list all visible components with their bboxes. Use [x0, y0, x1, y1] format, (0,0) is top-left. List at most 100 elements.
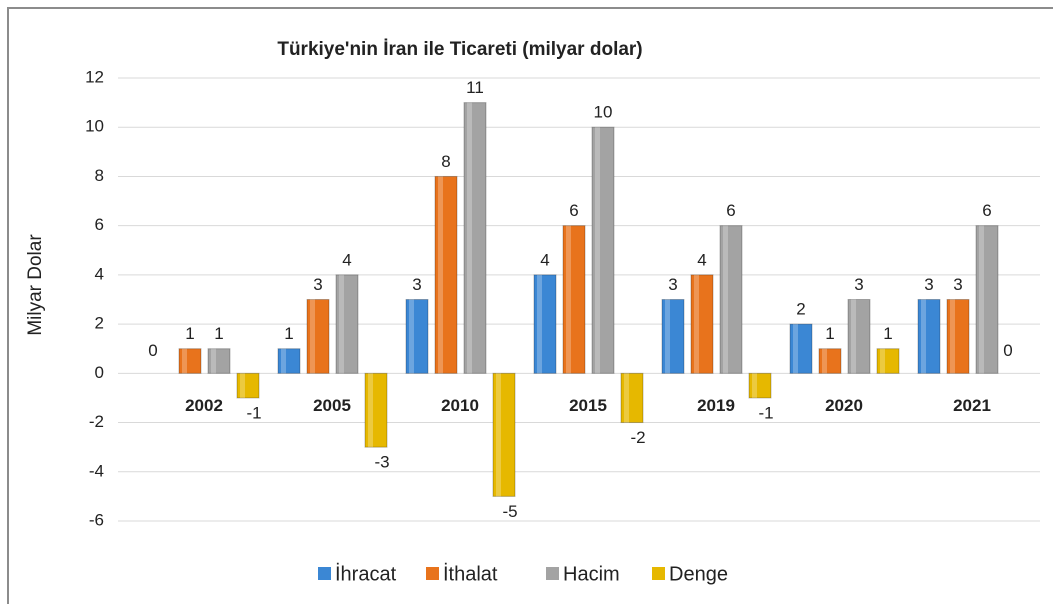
bar — [789, 323, 813, 374]
bar-highlight — [822, 348, 827, 374]
data-label: 8 — [441, 152, 450, 171]
x-tick-label: 2020 — [825, 396, 863, 415]
data-label: 3 — [953, 275, 962, 294]
bar-highlight — [409, 299, 414, 374]
bar — [748, 372, 772, 399]
y-tick-label: 6 — [95, 215, 104, 234]
bar-highlight — [950, 299, 955, 374]
data-label: 3 — [854, 275, 863, 294]
bar-highlight — [438, 176, 443, 374]
bar-highlight — [467, 102, 472, 374]
legend-label: Hacim — [563, 563, 620, 585]
data-label: 3 — [924, 275, 933, 294]
data-label: 1 — [825, 324, 834, 343]
bar — [533, 274, 557, 374]
data-label: -1 — [758, 403, 773, 422]
legend-label: Denge — [669, 563, 728, 585]
legend-swatch — [426, 567, 439, 580]
bar-highlight — [851, 299, 856, 374]
data-label: 1 — [214, 324, 223, 343]
legend-swatch — [318, 567, 331, 580]
bar — [207, 348, 231, 374]
bar-highlight — [368, 373, 373, 448]
bar — [917, 299, 941, 374]
bar — [661, 299, 685, 374]
bar-highlight — [793, 324, 798, 374]
data-label: 0 — [1003, 341, 1012, 360]
bar-highlight — [624, 373, 629, 423]
bar-highlight — [880, 348, 885, 374]
bar — [463, 102, 487, 374]
bar — [335, 274, 359, 374]
y-tick-label: 10 — [85, 117, 104, 136]
bar — [405, 299, 429, 374]
bar-highlight — [496, 373, 501, 497]
y-tick-label: -6 — [89, 510, 104, 529]
data-label: 6 — [726, 201, 735, 220]
bar — [306, 299, 330, 374]
bar-highlight — [752, 373, 757, 398]
data-label: 3 — [668, 275, 677, 294]
y-tick-label: -4 — [89, 461, 104, 480]
data-label: 4 — [697, 250, 706, 269]
data-label: 4 — [540, 250, 549, 269]
data-label: 3 — [313, 275, 322, 294]
y-axis-label: Milyar Dolar — [25, 234, 46, 336]
data-label: 2 — [796, 300, 805, 319]
legend-swatch — [546, 567, 559, 580]
chart-title: Türkiye'nin İran ile Ticareti (milyar do… — [277, 39, 642, 60]
bar — [492, 372, 516, 497]
data-label: 1 — [883, 324, 892, 343]
data-label: 1 — [284, 324, 293, 343]
legend-label: İhracat — [335, 562, 397, 585]
bar — [847, 299, 871, 374]
data-label: 6 — [569, 201, 578, 220]
y-tick-label: -2 — [89, 412, 104, 431]
chart-frame — [7, 7, 1053, 609]
y-tick-label: 2 — [95, 314, 104, 333]
x-tick-label: 2019 — [697, 396, 735, 415]
bar — [620, 372, 644, 424]
data-label: 11 — [466, 78, 484, 97]
bar-highlight — [566, 225, 571, 374]
data-label: 1 — [185, 324, 194, 343]
data-label: 0 — [148, 341, 157, 360]
x-tick-label: 2005 — [313, 396, 351, 415]
bar — [690, 274, 714, 374]
x-tick-label: 2015 — [569, 396, 607, 415]
bar-highlight — [979, 225, 984, 374]
bar-highlight — [281, 348, 286, 374]
bar-highlight — [921, 299, 926, 374]
bar — [364, 372, 388, 448]
x-tick-label: 2021 — [953, 396, 991, 415]
bar-highlight — [694, 274, 699, 374]
bar-highlight — [339, 274, 344, 374]
bar — [434, 175, 458, 374]
data-label: 6 — [982, 201, 991, 220]
legend-label: İthalat — [443, 562, 498, 585]
bar-highlight — [310, 299, 315, 374]
bar-highlight — [182, 348, 187, 374]
bar — [876, 348, 900, 374]
legend-swatch — [652, 567, 665, 580]
bar-highlight — [211, 348, 216, 374]
bar — [277, 348, 301, 374]
x-tick-label: 2002 — [185, 396, 223, 415]
bar-highlight — [240, 373, 245, 398]
bar — [236, 372, 260, 399]
bar-highlight — [537, 274, 542, 374]
y-tick-label: 12 — [85, 67, 104, 86]
bar-highlight — [595, 127, 600, 374]
bar — [178, 348, 202, 374]
bar-highlight — [665, 299, 670, 374]
data-label: -5 — [502, 502, 517, 521]
data-label: 3 — [412, 275, 421, 294]
bar — [719, 225, 743, 374]
y-tick-label: 4 — [95, 264, 104, 283]
bar — [946, 299, 970, 374]
data-label: -1 — [246, 403, 261, 422]
bar — [818, 348, 842, 374]
y-tick-label: 8 — [95, 166, 104, 185]
data-label: 10 — [594, 103, 613, 122]
